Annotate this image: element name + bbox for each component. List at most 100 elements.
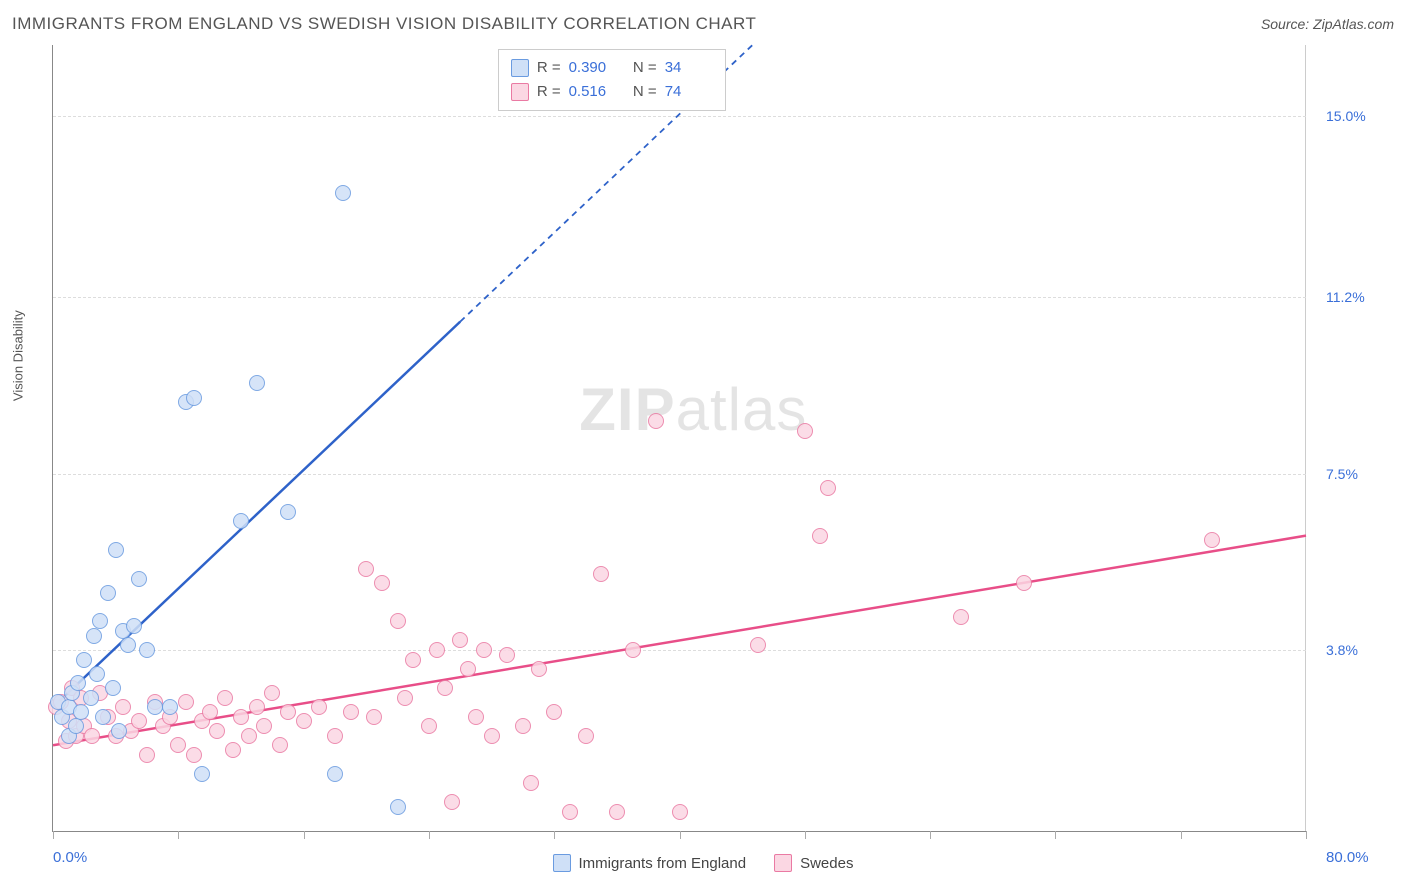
legend-r-value: 0.390 [569,56,617,80]
legend-r-label: R = [537,56,561,80]
data-point [812,528,828,544]
data-point [578,728,594,744]
data-point [343,704,359,720]
data-point [460,661,476,677]
data-point [170,737,186,753]
data-point [562,804,578,820]
watermark: ZIPatlas [579,375,807,444]
legend-swatch [511,59,529,77]
data-point [86,628,102,644]
legend-swatch [553,854,571,872]
data-point [225,742,241,758]
gridline [53,297,1306,298]
y-tick-label: 11.2% [1326,289,1365,305]
data-point [241,728,257,744]
data-point [280,504,296,520]
data-point [73,704,89,720]
data-point [272,737,288,753]
data-point [452,632,468,648]
data-point [108,542,124,558]
data-point [335,185,351,201]
data-point [523,775,539,791]
x-tick [554,831,555,839]
data-point [499,647,515,663]
data-point [92,613,108,629]
data-point [531,661,547,677]
data-point [264,685,280,701]
data-point [515,718,531,734]
legend-label: Swedes [800,855,853,872]
data-point [390,613,406,629]
data-point [186,747,202,763]
data-point [405,652,421,668]
data-point [820,480,836,496]
data-point [437,680,453,696]
x-tick [930,831,931,839]
x-tick [805,831,806,839]
data-point [256,718,272,734]
data-point [429,642,445,658]
chart-container: Vision Disability 3.8%7.5%11.2%15.0%0.0%… [30,45,1396,832]
data-point [131,713,147,729]
data-point [546,704,562,720]
data-point [194,766,210,782]
data-point [672,804,688,820]
data-point [249,699,265,715]
data-point [476,642,492,658]
y-tick-label: 3.8% [1326,642,1358,658]
x-tick [680,831,681,839]
y-tick-label: 7.5% [1326,466,1358,482]
data-point [111,723,127,739]
legend-label: Immigrants from England [579,855,747,872]
data-point [366,709,382,725]
y-tick-label: 15.0% [1326,108,1366,124]
data-point [209,723,225,739]
legend-item: Swedes [774,854,853,872]
x-tick [1055,831,1056,839]
legend-r-label: R = [537,80,561,104]
data-point [89,666,105,682]
data-point [468,709,484,725]
plot-area: 3.8%7.5%11.2%15.0%0.0%80.0%ZIPatlasR =0.… [52,45,1306,832]
data-point [327,766,343,782]
legend-swatch [511,83,529,101]
data-point [1016,575,1032,591]
legend-bottom: Immigrants from England Swedes [0,854,1406,876]
data-point [115,699,131,715]
data-point [484,728,500,744]
data-point [120,637,136,653]
data-point [100,585,116,601]
data-point [327,728,343,744]
data-point [186,390,202,406]
data-point [444,794,460,810]
data-point [397,690,413,706]
legend-n-value: 34 [665,56,713,80]
data-point [311,699,327,715]
data-point [84,728,100,744]
data-point [390,799,406,815]
legend-correlation: R = 0.390 N = 34R = 0.516 N = 74 [498,49,726,111]
data-point [233,513,249,529]
legend-n-label: N = [625,56,657,80]
y-axis-label: Vision Disability [11,310,26,401]
x-tick [429,831,430,839]
data-point [70,675,86,691]
gridline [53,650,1306,651]
data-point [233,709,249,725]
chart-header: IMMIGRANTS FROM ENGLAND VS SWEDISH VISIO… [0,0,1406,40]
data-point [83,690,99,706]
x-tick [1306,831,1307,839]
legend-n-value: 74 [665,80,713,104]
data-point [178,694,194,710]
data-point [750,637,766,653]
legend-row: R = 0.390 N = 34 [511,56,713,80]
data-point [296,713,312,729]
axis-right-border [1305,45,1306,831]
data-point [625,642,641,658]
data-point [76,652,92,668]
legend-swatch [774,854,792,872]
data-point [126,618,142,634]
data-point [648,413,664,429]
data-point [953,609,969,625]
legend-r-value: 0.516 [569,80,617,104]
